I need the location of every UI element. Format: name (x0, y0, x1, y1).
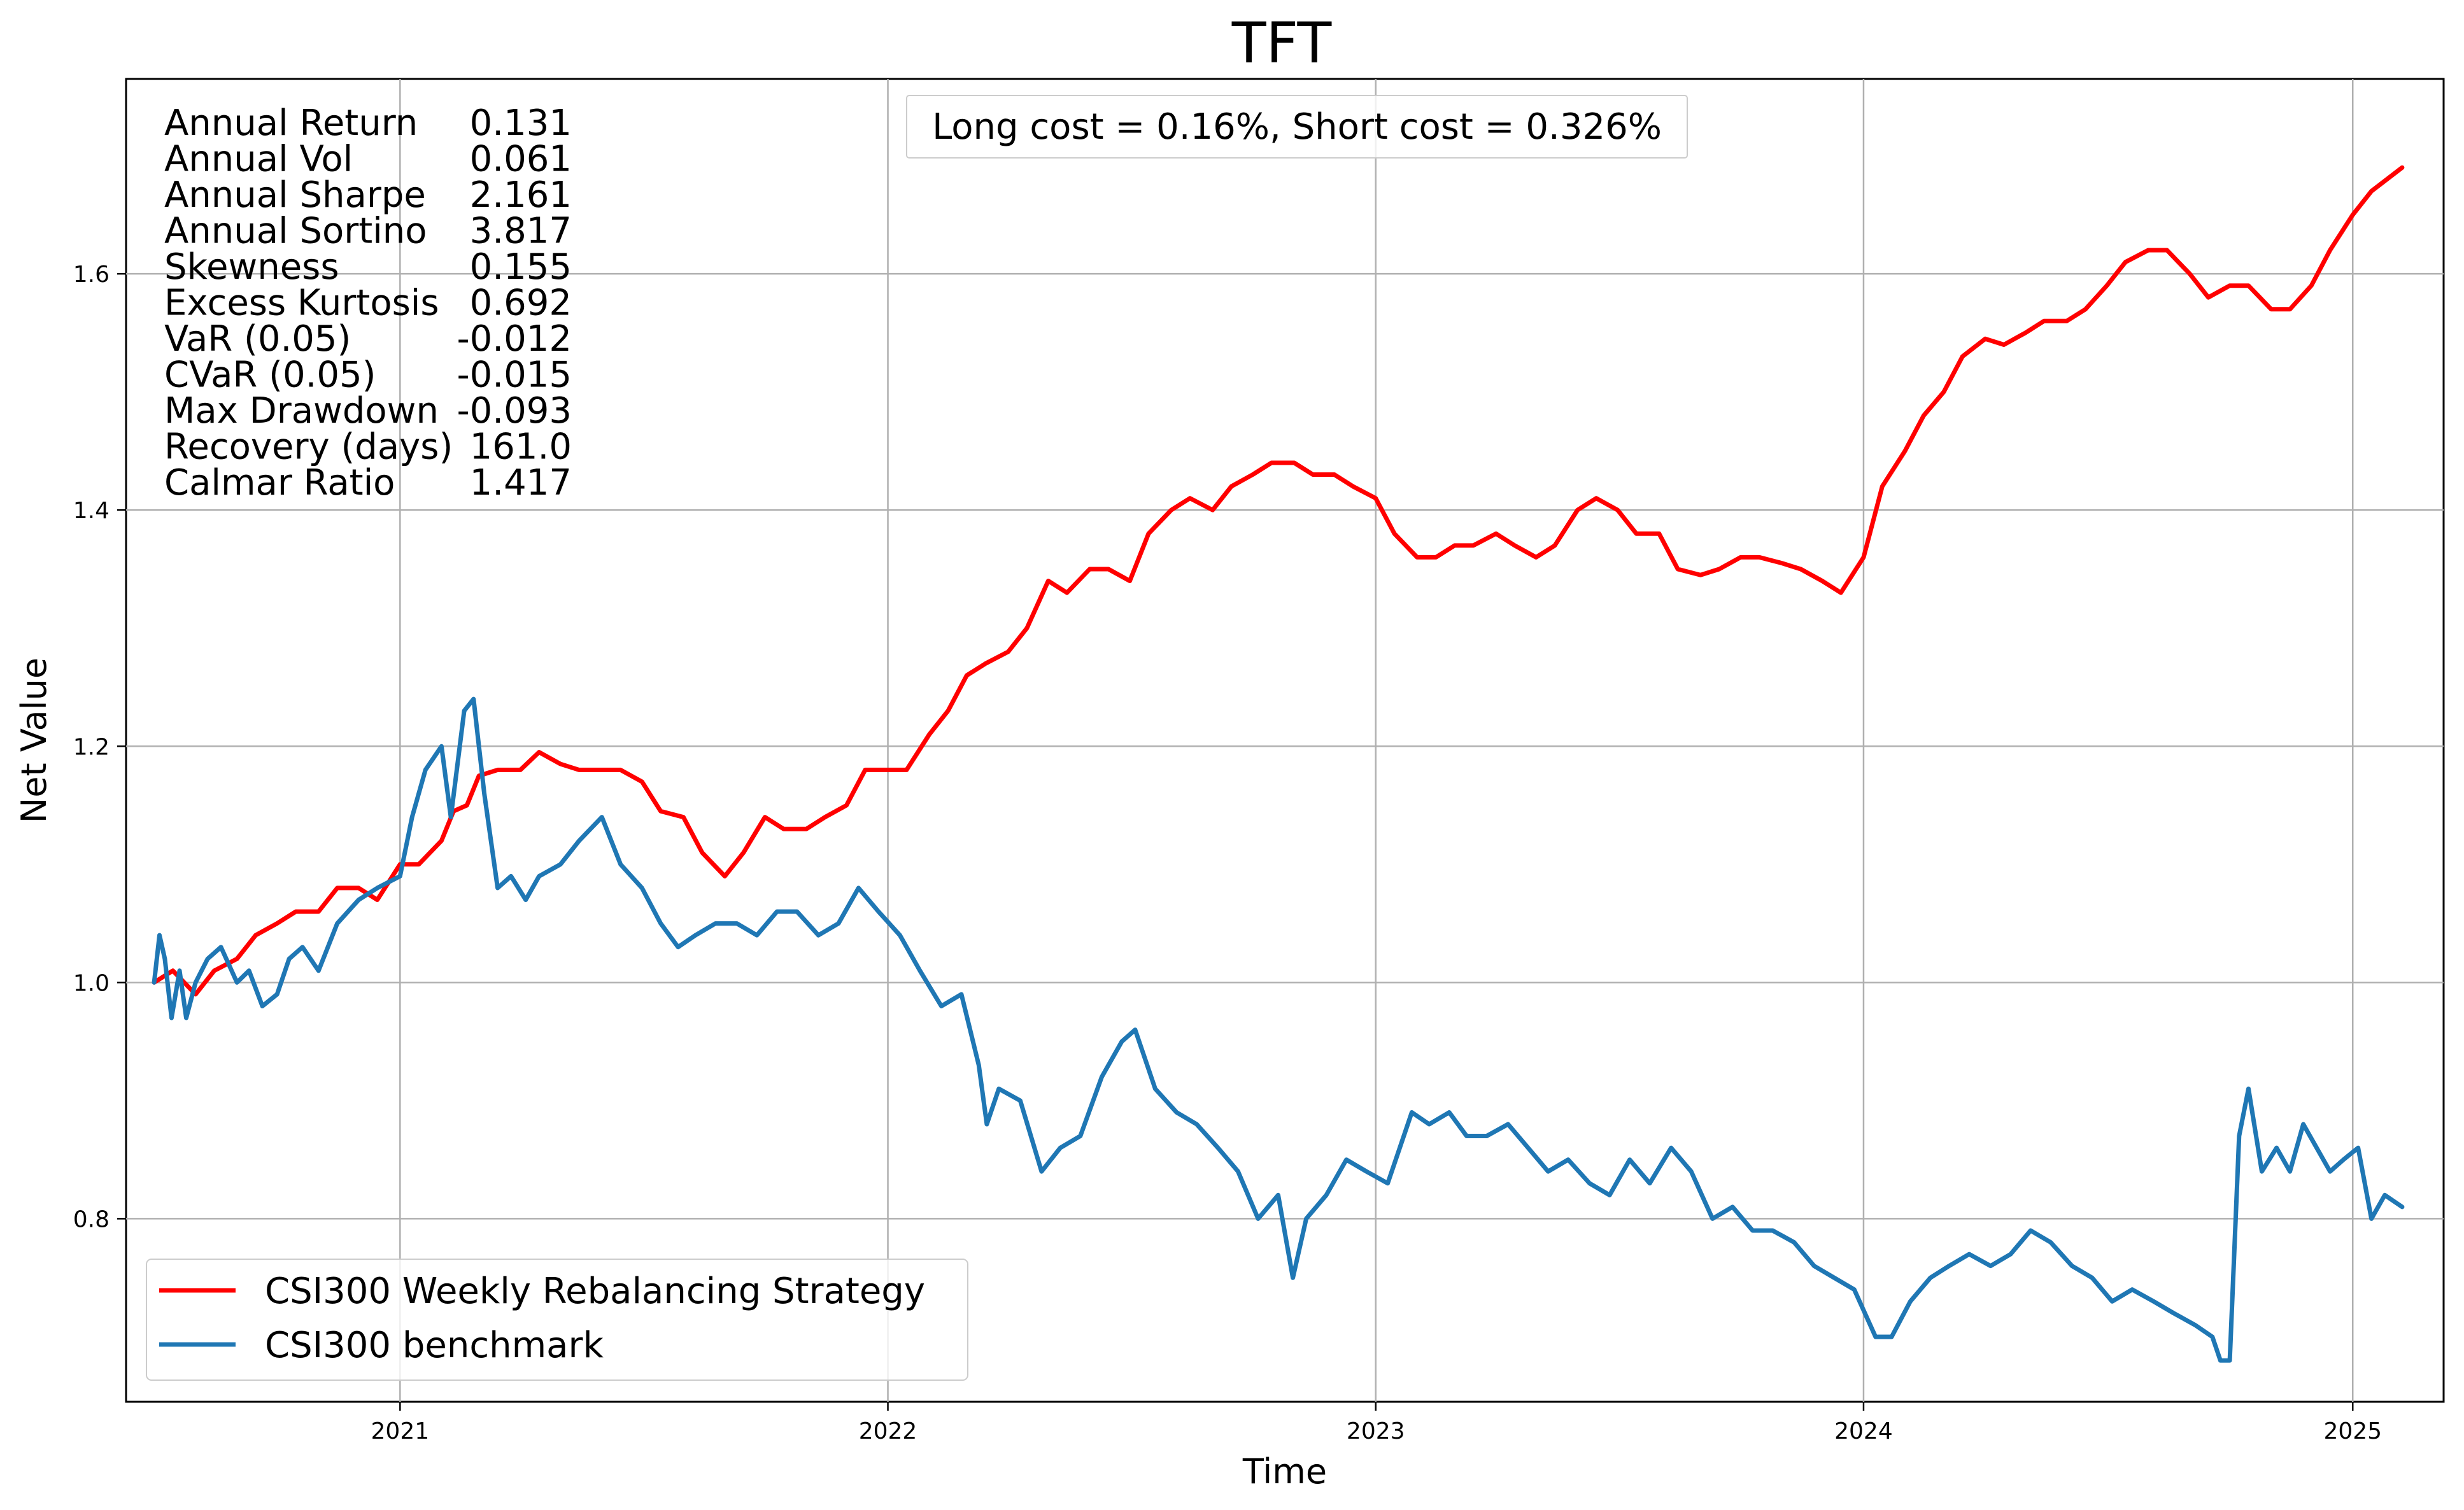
axis-ticks: 2021 2022 2023 2024 2025 0.8 1.0 1.2 1.4 1.6 (73, 262, 2382, 1444)
chart-title: TFT (1231, 10, 1333, 76)
stat-label: Annual Sortino (164, 211, 427, 252)
stat-value: 0.061 (470, 139, 572, 180)
x-tick-label: 2023 (1347, 1418, 1405, 1444)
y-tick-label: 1.4 (73, 498, 110, 524)
stat-label: Recovery (days) (164, 427, 453, 468)
stat-label: Max Drawdown (164, 390, 439, 432)
y-tick-label: 1.2 (73, 734, 110, 760)
stat-label: Annual Return (164, 102, 418, 144)
y-tick-label: 1.0 (73, 970, 110, 996)
stat-value: -0.012 (457, 318, 572, 360)
legend: CSI300 Weekly Rebalancing Strategy CSI30… (146, 1259, 968, 1381)
y-axis-title: Net Value (14, 658, 54, 823)
stat-value: 2.161 (470, 174, 572, 216)
x-tick-label: 2021 (371, 1418, 430, 1444)
stat-value: 1.417 (470, 462, 572, 504)
stat-label: Annual Vol (164, 139, 353, 180)
legend-label-benchmark: CSI300 benchmark (265, 1325, 604, 1366)
stat-label: Annual Sharpe (164, 174, 426, 216)
stat-value: -0.093 (457, 390, 572, 432)
legend-label-strategy: CSI300 Weekly Rebalancing Strategy (265, 1271, 925, 1312)
series-line-strategy (152, 165, 2405, 997)
stat-value: 0.692 (470, 283, 572, 324)
x-tick-label: 2025 (2323, 1418, 2382, 1444)
stat-value: 161.0 (470, 427, 572, 468)
stat-value: 3.817 (470, 211, 572, 252)
y-tick-label: 1.6 (73, 262, 110, 288)
legend-frame (146, 1259, 968, 1381)
stat-value: -0.015 (457, 355, 572, 396)
plot-area (125, 78, 2445, 1403)
stat-value: 0.155 (470, 246, 572, 288)
x-tick-label: 2024 (1834, 1418, 1893, 1444)
cost-annotation: Long cost = 0.16%, Short cost = 0.326% (906, 95, 1688, 159)
series-line-benchmark (152, 696, 2405, 1363)
stat-label: CVaR (0.05) (164, 355, 376, 396)
stat-label: VaR (0.05) (164, 318, 351, 360)
stats-table: Annual Return 0.131 Annual Vol 0.061 Annual … (164, 102, 572, 504)
stat-label: Calmar Ratio (164, 462, 395, 504)
series-lines (152, 165, 2405, 1363)
cost-annotation-text: Long cost = 0.16%, Short cost = 0.326% (932, 106, 1662, 148)
y-tick-label: 0.8 (73, 1206, 110, 1232)
stat-label: Skewness (164, 246, 339, 288)
x-tick-label: 2022 (859, 1418, 917, 1444)
x-axis-title: Time (1242, 1451, 1327, 1492)
grid-lines (126, 79, 2444, 1402)
stat-label: Excess Kurtosis (164, 283, 439, 324)
stat-value: 0.131 (470, 102, 572, 144)
